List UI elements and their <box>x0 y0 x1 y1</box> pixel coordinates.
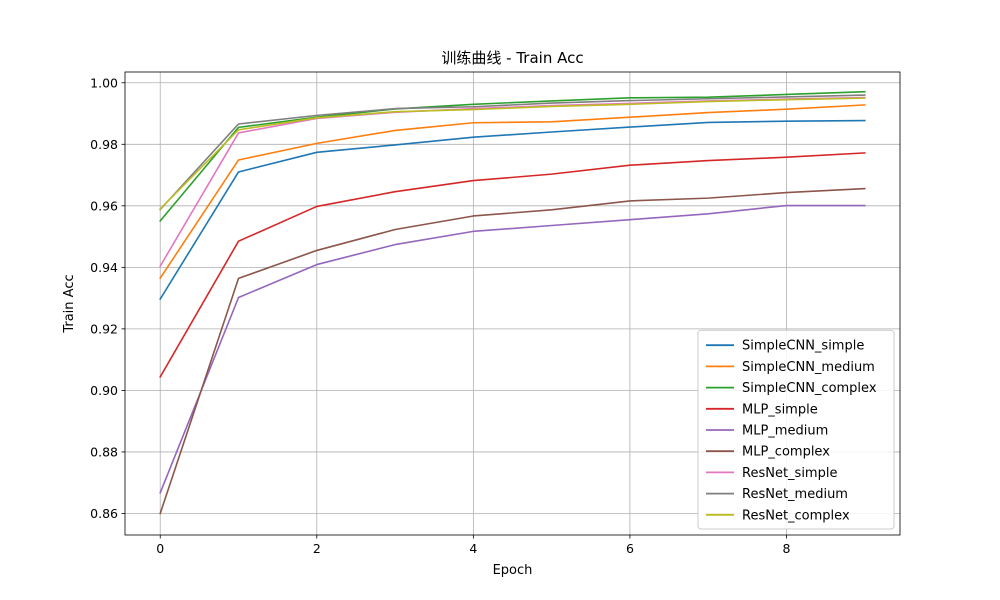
tick-layer: 0 2 4 6 8 0.86 0.88 0.90 0.92 0.94 0.96 0.98 1.00 <box>90 75 790 556</box>
y-tick-label: 0.88 <box>90 444 118 459</box>
legend-label: ResNet_medium <box>742 487 848 502</box>
x-tick-label: 4 <box>469 541 477 556</box>
legend-label: SimpleCNN_complex <box>742 381 877 396</box>
y-tick-label: 0.96 <box>90 198 118 213</box>
legend-label: ResNet_simple <box>742 466 837 481</box>
x-tick-label: 2 <box>313 541 321 556</box>
series-line-ResNet_medium <box>159 94 866 211</box>
legend-label: MLP_medium <box>742 424 828 439</box>
series-line-MLP_medium <box>159 204 866 494</box>
legend-label: MLP_simple <box>742 402 818 417</box>
series-line-SimpleCNN_simple <box>159 119 866 301</box>
legend-box <box>697 329 895 530</box>
legend-label: MLP_complex <box>742 445 830 460</box>
y-tick-label: 1.00 <box>90 75 118 90</box>
y-tick-label: 0.86 <box>90 506 118 521</box>
series-line-MLP_complex <box>159 187 866 515</box>
chart-title: 训练曲线 - Train Acc <box>441 49 583 67</box>
y-tick-label: 0.90 <box>90 383 118 398</box>
plot-frame <box>124 71 901 536</box>
x-tick-label: 8 <box>783 541 791 556</box>
legend: SimpleCNN_simple SimpleCNN_medium SimpleCN… <box>697 329 895 530</box>
series-line-SimpleCNN_complex <box>159 90 866 223</box>
legend-label: SimpleCNN_simple <box>742 339 864 354</box>
legend-label: SimpleCNN_medium <box>742 360 875 375</box>
series-line-SimpleCNN_medium <box>159 104 866 280</box>
series-layer <box>159 90 866 515</box>
y-tick-label: 0.98 <box>90 137 118 152</box>
y-tick-label: 0.92 <box>90 321 118 336</box>
x-axis-label: Epoch <box>493 563 533 578</box>
x-tick-label: 6 <box>626 541 634 556</box>
y-tick-label: 0.94 <box>90 260 118 275</box>
series-line-ResNet_complex <box>159 97 866 211</box>
legend-label: ResNet_complex <box>742 508 850 523</box>
series-line-MLP_simple <box>159 152 866 378</box>
y-axis-label: Train Acc <box>62 274 77 333</box>
x-tick-label: 0 <box>156 541 164 556</box>
